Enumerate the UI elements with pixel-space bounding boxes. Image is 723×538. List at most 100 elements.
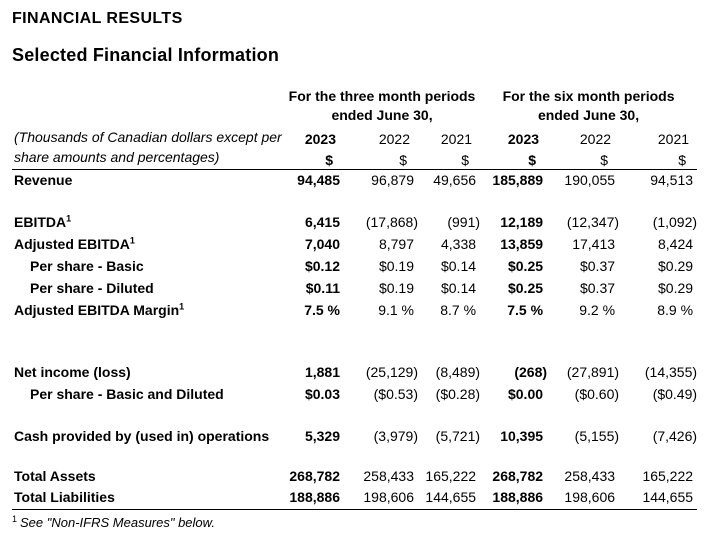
- footnote: 1 See "Non-IFRS Measures" below.: [12, 513, 697, 530]
- cell-value: 198,606: [547, 487, 620, 510]
- cell-value: (1,092): [652, 213, 698, 230]
- table-row: Total Liabilities 188,886 198,606 144,655 18…: [12, 487, 698, 510]
- cell-value: 268,782: [289, 467, 340, 484]
- cell-value: 258,433: [564, 467, 616, 484]
- cell-value: (17,868): [365, 213, 418, 230]
- table-units-note: (Thousands of Canadian dollars except pe…: [12, 127, 284, 170]
- footnote-reference: 1: [66, 212, 72, 223]
- table-row: Net income (loss) 1,881 (25,129) (8,489) (26…: [12, 362, 697, 384]
- year-header-row: (Thousands of Canadian dollars except pe…: [12, 127, 697, 170]
- year-header: 2022: [378, 130, 410, 147]
- footnote-marker: 1: [12, 513, 18, 524]
- cell-value: 7,040: [304, 235, 340, 252]
- cell-value: $0.12: [304, 257, 340, 274]
- spacer-row: [12, 406, 697, 426]
- cell-value: $0.11: [305, 279, 340, 296]
- cell-value: 49,656: [433, 171, 477, 188]
- cell-value: (268): [514, 363, 548, 380]
- cell-value: 4,338: [440, 235, 477, 252]
- table-row: Revenue 94,485 96,879 49,656 185,889 190,055 9…: [12, 170, 697, 192]
- group-header-six-month: For the six month periods ended June 30,: [480, 87, 697, 127]
- cell-value: 8.9 %: [657, 301, 694, 318]
- year-header: 2022: [579, 130, 612, 147]
- cell-value: (12,347): [566, 213, 620, 230]
- cell-value: 268,782: [492, 467, 544, 484]
- cell-value: 185,889: [492, 171, 544, 188]
- row-label: Adjusted EBITDA1: [14, 234, 135, 252]
- cell-value: $0.25: [507, 257, 544, 274]
- cell-value: 12,189: [500, 213, 544, 230]
- row-label: Per share - Basic and Diluted: [30, 385, 224, 402]
- cell-value: $0.00: [507, 385, 544, 402]
- cell-value: 7.5 %: [507, 301, 544, 318]
- row-label: EBITDA1: [14, 212, 72, 230]
- footnote-text: See "Non-IFRS Measures" below.: [20, 515, 215, 530]
- cell-value: $0.29: [658, 257, 694, 274]
- spacer-cell: [12, 322, 697, 362]
- cell-value: 7.5 %: [304, 301, 340, 318]
- cell-value: $0.19: [378, 257, 414, 274]
- group-header-line: For the six month periods: [502, 88, 675, 104]
- spacer-row: [12, 322, 697, 362]
- cell-value: $0.19: [378, 279, 414, 296]
- table-row: Cash provided by (used in) operations 5,3…: [12, 426, 697, 448]
- cell-value: 198,606: [344, 487, 418, 510]
- spacer-cell: [12, 448, 697, 466]
- currency-symbol: $: [619, 147, 698, 170]
- table-body: Revenue 94,485 96,879 49,656 185,889 190,055 9…: [12, 170, 698, 510]
- cell-value: 94,485: [297, 171, 340, 188]
- table-row: Per share - Basic $0.12 $0.19 $0.14 $0.25 $0.…: [12, 256, 697, 278]
- row-label: Total Assets: [14, 467, 96, 484]
- year-header: 2023: [304, 130, 336, 147]
- row-label: Revenue: [14, 171, 73, 188]
- cell-value: 8.7 %: [440, 301, 477, 318]
- cell-value: 8,424: [658, 235, 694, 252]
- cell-value: 8,797: [378, 235, 414, 252]
- cell-value: $0.37: [579, 279, 616, 296]
- cell-value: ($0.28): [435, 385, 481, 402]
- group-header-three-month: For the three month periods ended June 3…: [284, 87, 480, 127]
- row-label: Adjusted EBITDA Margin1: [14, 300, 185, 318]
- table-row: Per share - Basic and Diluted $0.03 ($0.53…: [12, 384, 697, 406]
- cell-value: (25,129): [365, 363, 418, 380]
- cell-value: 6,415: [304, 213, 340, 230]
- year-header: 2023: [507, 130, 540, 147]
- cell-value: 96,879: [371, 171, 414, 188]
- financial-table: For the three month periods ended June 3…: [12, 87, 698, 510]
- table-row: EBITDA1 6,415 (17,868) (991) 12,189 (12,347) (…: [12, 212, 697, 234]
- cell-value: (991): [447, 213, 481, 230]
- cell-value: $0.37: [579, 257, 616, 274]
- currency-symbol: $: [418, 147, 481, 170]
- year-header: 2021: [440, 130, 473, 147]
- cell-value: (5,155): [574, 427, 620, 444]
- cell-value: ($0.60): [574, 385, 620, 402]
- cell-value: 144,655: [619, 487, 698, 510]
- spacer-row: [12, 192, 697, 212]
- cell-value: 5,329: [304, 427, 340, 444]
- cell-value: 258,433: [363, 467, 414, 484]
- group-header-line: ended June 30,: [331, 107, 433, 123]
- cell-value: 13,859: [500, 235, 544, 252]
- cell-value: 144,655: [418, 487, 481, 510]
- table-row: Total Assets 268,782 258,433 165,222 268,782…: [12, 466, 697, 488]
- cell-value: ($0.53): [373, 385, 418, 402]
- row-label: Net income (loss): [14, 363, 131, 380]
- cell-value: $0.25: [507, 279, 544, 296]
- cell-value: $0.14: [440, 257, 477, 274]
- cell-value: (3,979): [373, 427, 418, 444]
- cell-value: $0.14: [440, 279, 477, 296]
- currency-symbol: $: [547, 147, 620, 170]
- row-label: Cash provided by (used in) operations: [14, 427, 270, 444]
- currency-symbol: $: [480, 147, 548, 170]
- cell-value: 17,413: [572, 235, 616, 252]
- cell-value: 9.2 %: [579, 301, 616, 318]
- page-subtitle: Selected Financial Information: [12, 45, 280, 65]
- cell-value: 94,513: [650, 171, 694, 188]
- cell-value: 165,222: [425, 467, 477, 484]
- currency-symbol: $: [344, 147, 418, 170]
- spacer-row: [12, 448, 697, 466]
- cell-value: (27,891): [566, 363, 620, 380]
- cell-value: (5,721): [435, 427, 481, 444]
- group-header-row: For the three month periods ended June 3…: [12, 87, 697, 127]
